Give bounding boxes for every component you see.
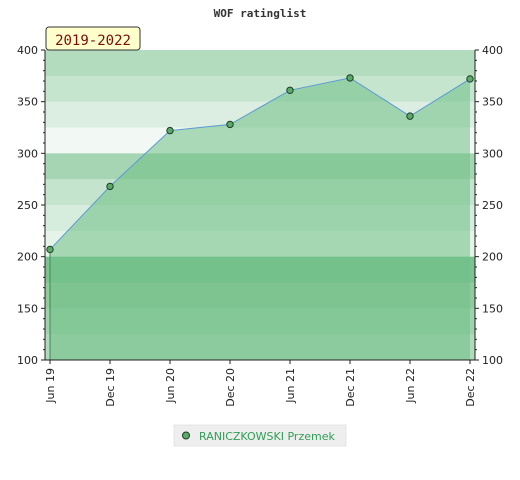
x-axis: Jun 19 Dec 19 Jun 20 Dec 20 Jun 21 Dec 21 Jun …: [44, 359, 477, 407]
data-point: [226, 120, 234, 129]
legend: RANICZKOWSKI Przemek: [173, 424, 347, 447]
data-point: [466, 75, 474, 83]
x-tick-label: Dec 20: [224, 368, 237, 407]
x-tick-label: Jun 21: [284, 368, 297, 404]
y-tick-label-right: 400: [482, 44, 503, 57]
y-tick-label-right: 200: [482, 251, 503, 264]
y-tick-label-right: 300: [482, 147, 503, 160]
x-tick-label: Jun 22: [404, 368, 417, 404]
data-point: [406, 112, 414, 120]
x-tick-label: Jun 20: [164, 368, 177, 404]
data-point: [106, 182, 114, 191]
y-tick-label-left: 150: [17, 302, 38, 315]
series-area: [50, 77, 470, 361]
y-tick-label-left: 300: [17, 147, 38, 160]
data-points: [46, 74, 474, 254]
background-band: [45, 75, 475, 103]
series-line: [49, 77, 471, 250]
y-tick-label-left: 350: [17, 96, 38, 109]
data-point: [46, 245, 54, 254]
y-tick-label-left: 200: [17, 251, 38, 264]
data-point: [286, 86, 294, 95]
x-tick-label: Dec 22: [464, 368, 477, 407]
background-band: [45, 50, 475, 77]
y-tick-label-right: 250: [482, 199, 503, 212]
y-tick-label-left: 400: [17, 44, 38, 57]
y-axis-right: 100 150 200 250 300 350 400: [474, 44, 503, 367]
x-tick-label: Dec 21: [344, 368, 357, 407]
chart-title: WOF ratinglist: [214, 7, 307, 20]
y-tick-label-right: 150: [482, 302, 503, 315]
legend-label: RANICZKOWSKI Przemek: [199, 430, 335, 443]
data-point: [346, 74, 354, 82]
area-layer: [49, 77, 471, 361]
data-point: [166, 126, 174, 135]
y-tick-label-left: 100: [17, 354, 38, 367]
y-tick-label-left: 250: [17, 199, 38, 212]
y-tick-label-right: 100: [482, 354, 503, 367]
y-tick-label-right: 350: [482, 96, 503, 109]
x-tick-label: Dec 19: [104, 368, 117, 407]
period-badge: 2019-2022: [45, 26, 141, 51]
legend-marker: [182, 431, 190, 440]
y-axis-left: 100 150 200 250 300 350 400: [17, 44, 46, 367]
period-label: 2019-2022: [55, 33, 131, 49]
x-tick-label: Jun 19: [44, 368, 57, 404]
